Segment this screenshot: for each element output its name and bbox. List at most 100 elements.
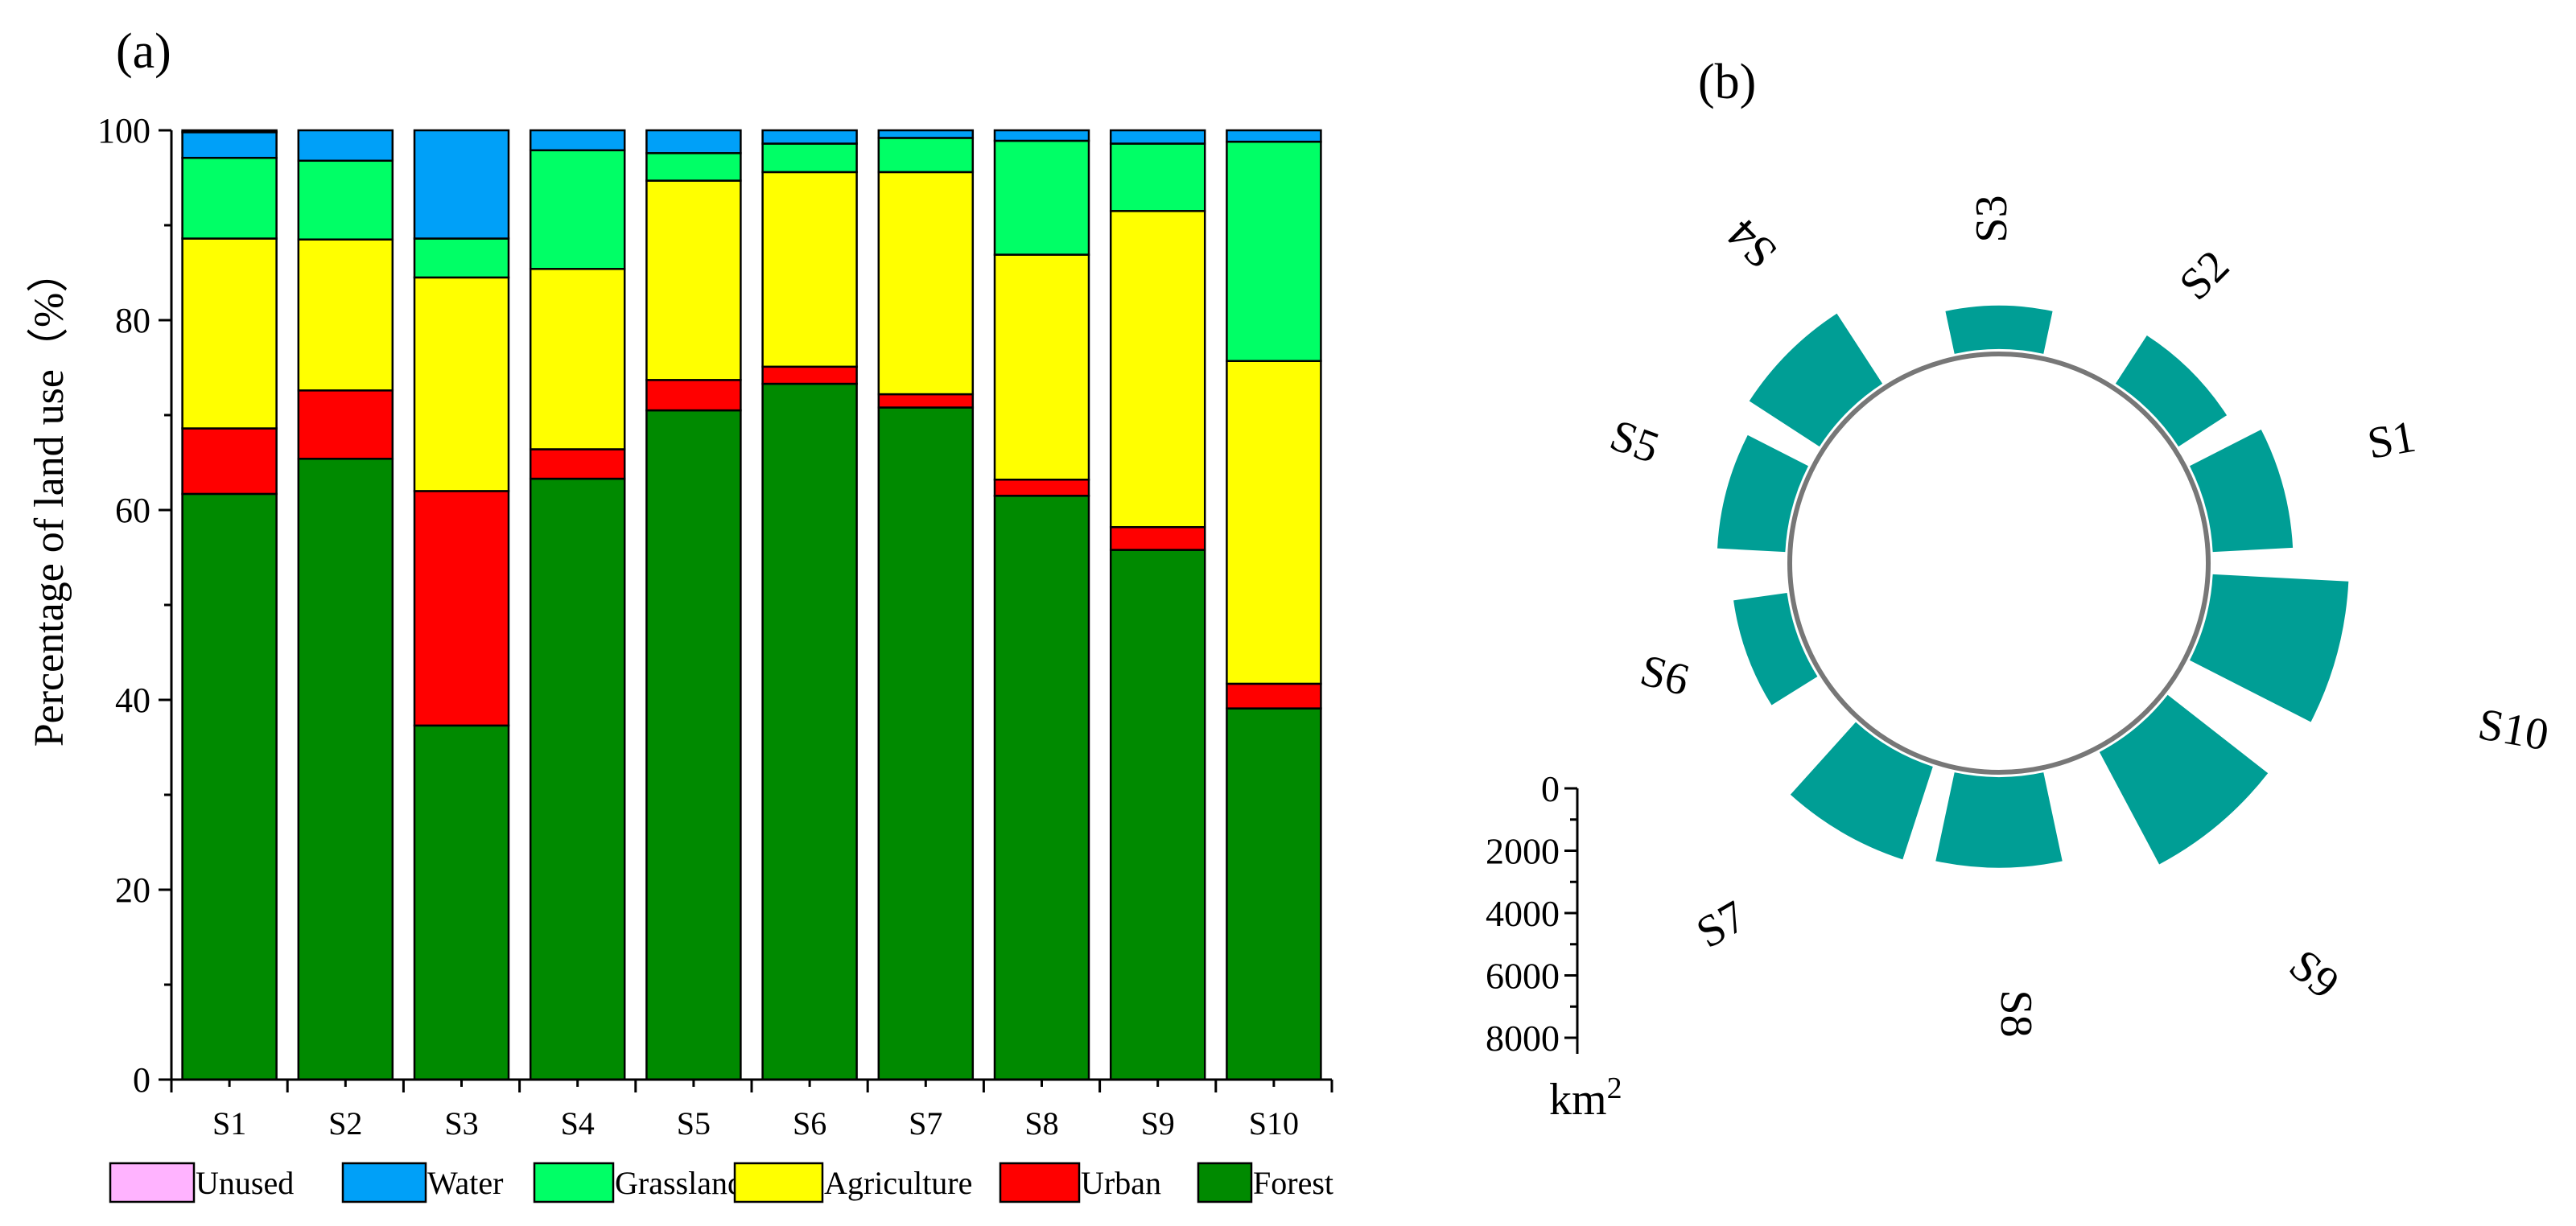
x-tick-label-s1: S1 (212, 1105, 246, 1142)
bar-segment-urban-s9 (1109, 525, 1206, 551)
bar-segment-forest-s6 (761, 382, 858, 1081)
y-tick-label-0: 0 (133, 1060, 150, 1100)
bar-segment-urban-s8 (993, 478, 1090, 497)
bar-segment-water-s9 (1109, 129, 1206, 145)
bar-segment-water-s5 (645, 129, 742, 154)
legend-swatch-agriculture (733, 1162, 824, 1203)
y-axis-label: Percentage of land use（%） (27, 251, 72, 747)
legend: Unused Water Grassland Agriculture Urban Fore… (109, 1162, 1333, 1203)
bar-segment-forest-s2 (297, 458, 394, 1081)
y-tick-label-20: 20 (115, 870, 150, 910)
legend-swatch-unused (109, 1162, 196, 1203)
x-tick-label-s4: S4 (561, 1105, 595, 1142)
bar-segment-grassland-s1 (181, 156, 278, 240)
y-tick-label-100: 100 (97, 111, 150, 150)
bar-segment-urban-s2 (297, 389, 394, 460)
radial-bar-s8 (1935, 772, 2063, 868)
panel-label-b: (b) (1698, 55, 1756, 109)
bar-segment-urban-s3 (413, 490, 510, 727)
bar-segment-grassland-s6 (761, 142, 858, 174)
bar-segment-grassland-s8 (993, 139, 1090, 256)
legend-label-unused: Unused (196, 1165, 294, 1201)
bar-segment-agriculture-s3 (413, 276, 510, 492)
y-tick-label-60: 60 (115, 491, 150, 530)
x-tick-label-s3: S3 (444, 1105, 478, 1142)
y-tick-label-80: 80 (115, 301, 150, 340)
legend-swatch-urban (999, 1162, 1081, 1203)
unit-label-text: km (1549, 1075, 1607, 1125)
bar-segment-water-s4 (529, 129, 626, 152)
bar-segment-water-s10 (1226, 129, 1322, 143)
x-tick-label-s9: S9 (1141, 1105, 1175, 1142)
bar-segment-agriculture-s1 (181, 237, 278, 430)
bar-segment-agriculture-s9 (1109, 210, 1206, 529)
radial-bars (1717, 305, 2349, 868)
legend-label-agriculture: Agriculture (824, 1165, 972, 1201)
radial-label-s5: S5 (1604, 410, 1666, 473)
bar-segment-agriculture-s7 (877, 171, 975, 396)
bar-segment-water-s1 (181, 131, 278, 159)
scale-tick-label-4000: 4000 (1486, 893, 1560, 934)
scale-tick-label-8000: 8000 (1486, 1018, 1560, 1059)
bar-segment-agriculture-s2 (297, 238, 394, 392)
bar-segment-agriculture-s8 (993, 253, 1090, 481)
bar-segment-forest-s9 (1109, 549, 1206, 1081)
bar-segment-agriculture-s6 (761, 171, 858, 368)
scale-tick-label-2000: 2000 (1486, 831, 1560, 872)
radial-label-s9: S9 (2280, 940, 2348, 1009)
legend-label-forest: Forest (1253, 1165, 1333, 1201)
panel-label-a: (a) (116, 24, 171, 79)
bar-segment-agriculture-s10 (1226, 360, 1322, 685)
radial-bar-s5 (1717, 434, 1808, 553)
radial-label-s3: S3 (1967, 195, 2017, 242)
bar-segment-urban-s4 (529, 448, 626, 480)
bar-segment-water-s7 (877, 129, 975, 139)
bar-segment-grassland-s7 (877, 137, 975, 174)
inner-circle (1787, 352, 2211, 775)
legend-label-grassland: Grassland (615, 1165, 744, 1201)
bar-segment-urban-s7 (877, 393, 975, 409)
bar-segment-grassland-s2 (297, 159, 394, 241)
bar-segment-grassland-s4 (529, 149, 626, 270)
legend-swatch-grassland (533, 1162, 615, 1203)
unit-superscript: 2 (1607, 1072, 1622, 1105)
scale-tick-label-6000: 6000 (1486, 956, 1560, 997)
legend-swatch-forest (1197, 1162, 1253, 1203)
bar-segment-water-s6 (761, 129, 858, 145)
bar-segment-urban-s1 (181, 427, 278, 496)
bar-segment-forest-s3 (413, 724, 510, 1081)
radial-scale-axis: 0 2000 4000 6000 8000 (1486, 768, 1579, 1059)
radial-bar-s4 (1749, 313, 1883, 447)
x-tick-label-s6: S6 (793, 1105, 826, 1142)
legend-label-water: Water (427, 1165, 504, 1201)
x-tick-label-s10: S10 (1249, 1105, 1299, 1142)
x-tick-label-s7: S7 (909, 1105, 942, 1142)
bar-segment-agriculture-s4 (529, 268, 626, 450)
axes: 0 20 40 60 80 100 S1 S2 S3 S4 S5 S6 S7 S8 S9 S10 (97, 111, 1333, 1142)
radial-label-s6: S6 (1635, 645, 1694, 706)
bar-segment-urban-s6 (761, 365, 858, 385)
bar-series-group (181, 129, 1322, 1081)
radial-bar-s2 (2115, 335, 2228, 447)
bar-segment-forest-s7 (877, 406, 975, 1081)
bar-segment-grassland-s3 (413, 237, 510, 279)
scale-tick-label-0: 0 (1541, 768, 1560, 809)
radial-bar-s9 (2099, 694, 2269, 865)
radial-bar-s3 (1945, 305, 2053, 354)
radial-bar-s1 (2190, 430, 2294, 553)
bar-segment-water-s2 (297, 129, 394, 163)
stacked-bar-chart: 0 20 40 60 80 100 S1 S2 S3 S4 S5 S6 S7 S8 S9 S10 Percen… (27, 111, 1333, 1203)
radial-label-s7: S7 (1688, 891, 1754, 958)
legend-swatch-water (341, 1162, 427, 1203)
radial-bar-s6 (1733, 593, 1818, 706)
radial-label-s1: S1 (2364, 412, 2419, 469)
bar-segment-forest-s10 (1226, 707, 1322, 1081)
x-tick-label-s5: S5 (677, 1105, 711, 1142)
bar-segment-forest-s4 (529, 477, 626, 1081)
bar-segment-forest-s5 (645, 409, 742, 1081)
bar-segment-grassland-s5 (645, 152, 742, 182)
bar-segment-water-s3 (413, 129, 510, 240)
x-tick-label-s2: S2 (328, 1105, 362, 1142)
bar-segment-urban-s10 (1226, 682, 1322, 710)
